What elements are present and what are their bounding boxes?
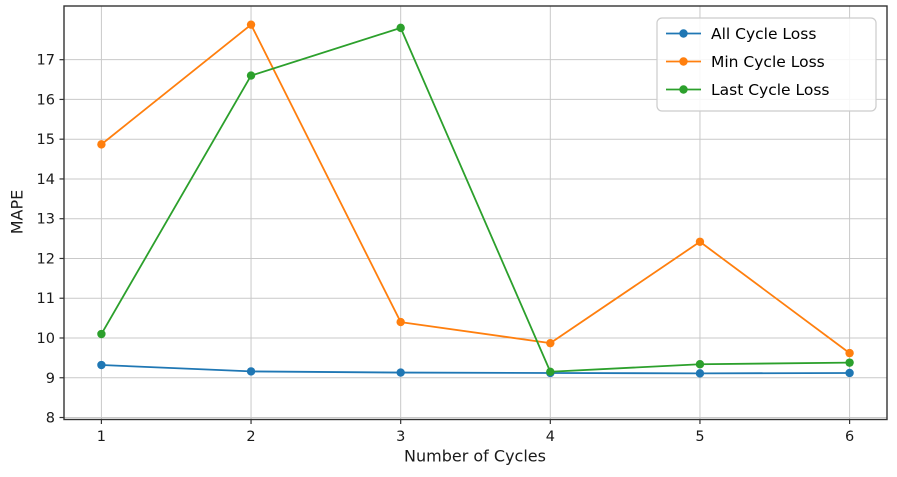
series-line [100, 26, 851, 373]
legend-marker-sample [679, 57, 688, 66]
legend-item-last-cycle-loss: Last Cycle Loss [666, 81, 830, 99]
data-point-marker [97, 329, 106, 339]
series-line [100, 364, 851, 375]
legend-marker-sample [679, 85, 688, 94]
y-tick-label: 16 [37, 92, 55, 108]
legend-marker-sample [679, 29, 688, 38]
data-point-marker [695, 369, 705, 378]
y-tick-label: 12 [37, 251, 55, 267]
data-point-marker [695, 360, 705, 369]
data-point-marker [845, 348, 854, 358]
data-point-marker [396, 317, 405, 327]
y-axis-label: MAPE [7, 189, 27, 235]
x-tick-label: 3 [396, 429, 405, 445]
data-point-marker [246, 71, 256, 80]
x-tick-label: 4 [546, 429, 555, 445]
legend-item-all-cycle-loss: All Cycle Loss [666, 25, 816, 43]
y-tick-label: 15 [37, 132, 55, 148]
data-point-marker [546, 338, 555, 348]
x-tick-label: 5 [695, 429, 704, 445]
data-point-marker [97, 140, 106, 149]
x-axis-label: Number of Cycles [404, 446, 546, 466]
x-tick-label: 2 [246, 429, 255, 445]
series-line [100, 23, 851, 355]
data-point-marker [695, 237, 705, 246]
data-point-marker [396, 368, 405, 377]
series-last-cycle-loss [97, 23, 854, 376]
legend: All Cycle Loss Min Cycle Loss Last Cycle L… [656, 17, 877, 112]
y-tick-label: 17 [37, 53, 55, 69]
data-point-marker [546, 367, 555, 376]
data-point-marker [396, 23, 405, 33]
data-point-marker [845, 368, 854, 378]
legend-item-label: All Cycle Loss [711, 25, 816, 43]
y-tick-label: 9 [46, 371, 55, 387]
x-tick-label: 1 [97, 429, 106, 445]
data-point-marker [246, 367, 256, 376]
y-tick-label: 8 [46, 411, 55, 427]
legend-item-min-cycle-loss: Min Cycle Loss [666, 53, 825, 71]
y-tick-label: 13 [37, 212, 55, 228]
data-point-marker [246, 20, 256, 29]
y-tick-label: 14 [37, 172, 55, 188]
data-point-marker [97, 360, 106, 370]
y-tick-label: 10 [37, 331, 55, 347]
x-tick-label: 6 [845, 429, 854, 445]
data-point-marker [845, 358, 854, 367]
legend-item-label: Last Cycle Loss [711, 81, 830, 99]
legend-item-label: Min Cycle Loss [711, 53, 825, 71]
series-min-cycle-loss [97, 20, 854, 358]
y-tick-label: 11 [37, 291, 55, 307]
axes-frame [63, 5, 888, 421]
legend-box [656, 17, 877, 112]
